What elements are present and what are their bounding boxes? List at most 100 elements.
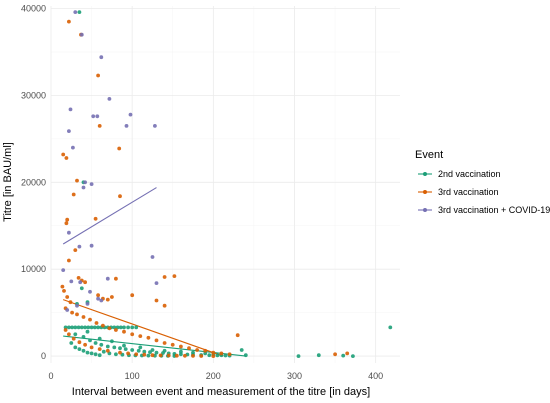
data-point [110,339,114,344]
series-3rd-vaccination [60,19,350,358]
data-point [67,258,71,263]
data-point [117,146,122,151]
data-point [179,352,183,357]
data-point [94,321,99,325]
data-point [78,280,83,285]
grid [50,6,400,363]
data-point [126,351,130,356]
legend-title: Event [415,149,443,161]
legend-key-point [423,208,427,212]
data-point [75,178,79,183]
data-point [77,340,82,345]
data-point [69,279,74,284]
data-point [112,345,117,350]
data-point [99,55,104,60]
data-point [73,10,78,15]
data-point [316,353,321,358]
data-point [63,328,68,332]
series-2nd-vaccination [63,10,393,358]
data-point [124,124,129,128]
data-point [114,276,118,281]
data-point [97,124,102,128]
data-point [68,300,73,305]
data-point [60,284,65,289]
x-tick-label: 100 [125,371,140,381]
axis-ticks: 0 100 200 300 400 0 10000 20000 30000 40000 [21,4,383,381]
data-point [150,255,155,259]
data-point [166,353,171,358]
data-point [97,353,102,358]
data-point [388,325,393,330]
data-point [96,293,100,298]
data-point [142,349,147,354]
data-point [203,348,208,353]
data-point [154,281,159,285]
data-point [93,341,98,345]
data-point [76,276,81,280]
data-point [211,354,216,358]
data-point [215,353,220,358]
data-point [81,315,86,319]
data-point [162,275,167,279]
data-point [219,351,224,356]
data-point [77,244,82,249]
data-point [162,341,167,345]
data-point [83,180,87,185]
data-point [130,332,135,337]
x-tick-label: 0 [48,371,53,381]
data-point [211,350,216,355]
data-point [105,276,110,281]
data-point [130,348,135,352]
data-point [61,152,66,157]
data-point [179,349,183,354]
data-point [73,332,78,337]
data-point [153,124,157,128]
data-point [128,112,133,117]
data-point [341,353,346,358]
data-point [126,325,130,330]
data-point [122,325,126,330]
x-axis-title: Interval between event and measurement o… [72,386,370,398]
data-point [227,352,232,357]
series-3rd-vaccination-covid-19 [61,10,159,312]
data-point [351,354,355,358]
data-point [77,347,82,351]
data-point [142,352,147,357]
data-point [99,298,104,303]
data-point [172,274,177,278]
data-point [134,325,139,330]
data-point [67,129,71,134]
data-point [162,348,167,353]
data-point [207,353,212,358]
data-point [88,317,92,322]
data-point [67,19,71,24]
data-point [223,353,228,358]
data-point [67,332,71,337]
y-tick-label: 40000 [21,4,46,14]
data-point [85,329,90,334]
data-point [93,352,98,357]
data-point [79,286,84,291]
data-point [95,114,100,119]
data-point [61,268,66,272]
data-point [64,156,69,160]
data-point [158,353,163,358]
data-point [64,221,69,226]
legend-key-point [423,172,427,176]
data-point [79,32,84,37]
data-point [148,350,152,354]
data-point [130,293,135,298]
trend-line [62,187,157,245]
data-point [71,145,75,150]
data-point [96,325,100,330]
data-point [93,216,98,221]
data-point [118,346,122,351]
data-point [62,289,66,293]
data-point [179,344,183,349]
data-point [89,325,94,330]
data-point [67,325,71,330]
data-point [136,348,141,353]
data-point [123,347,128,351]
trend-line [62,299,224,357]
